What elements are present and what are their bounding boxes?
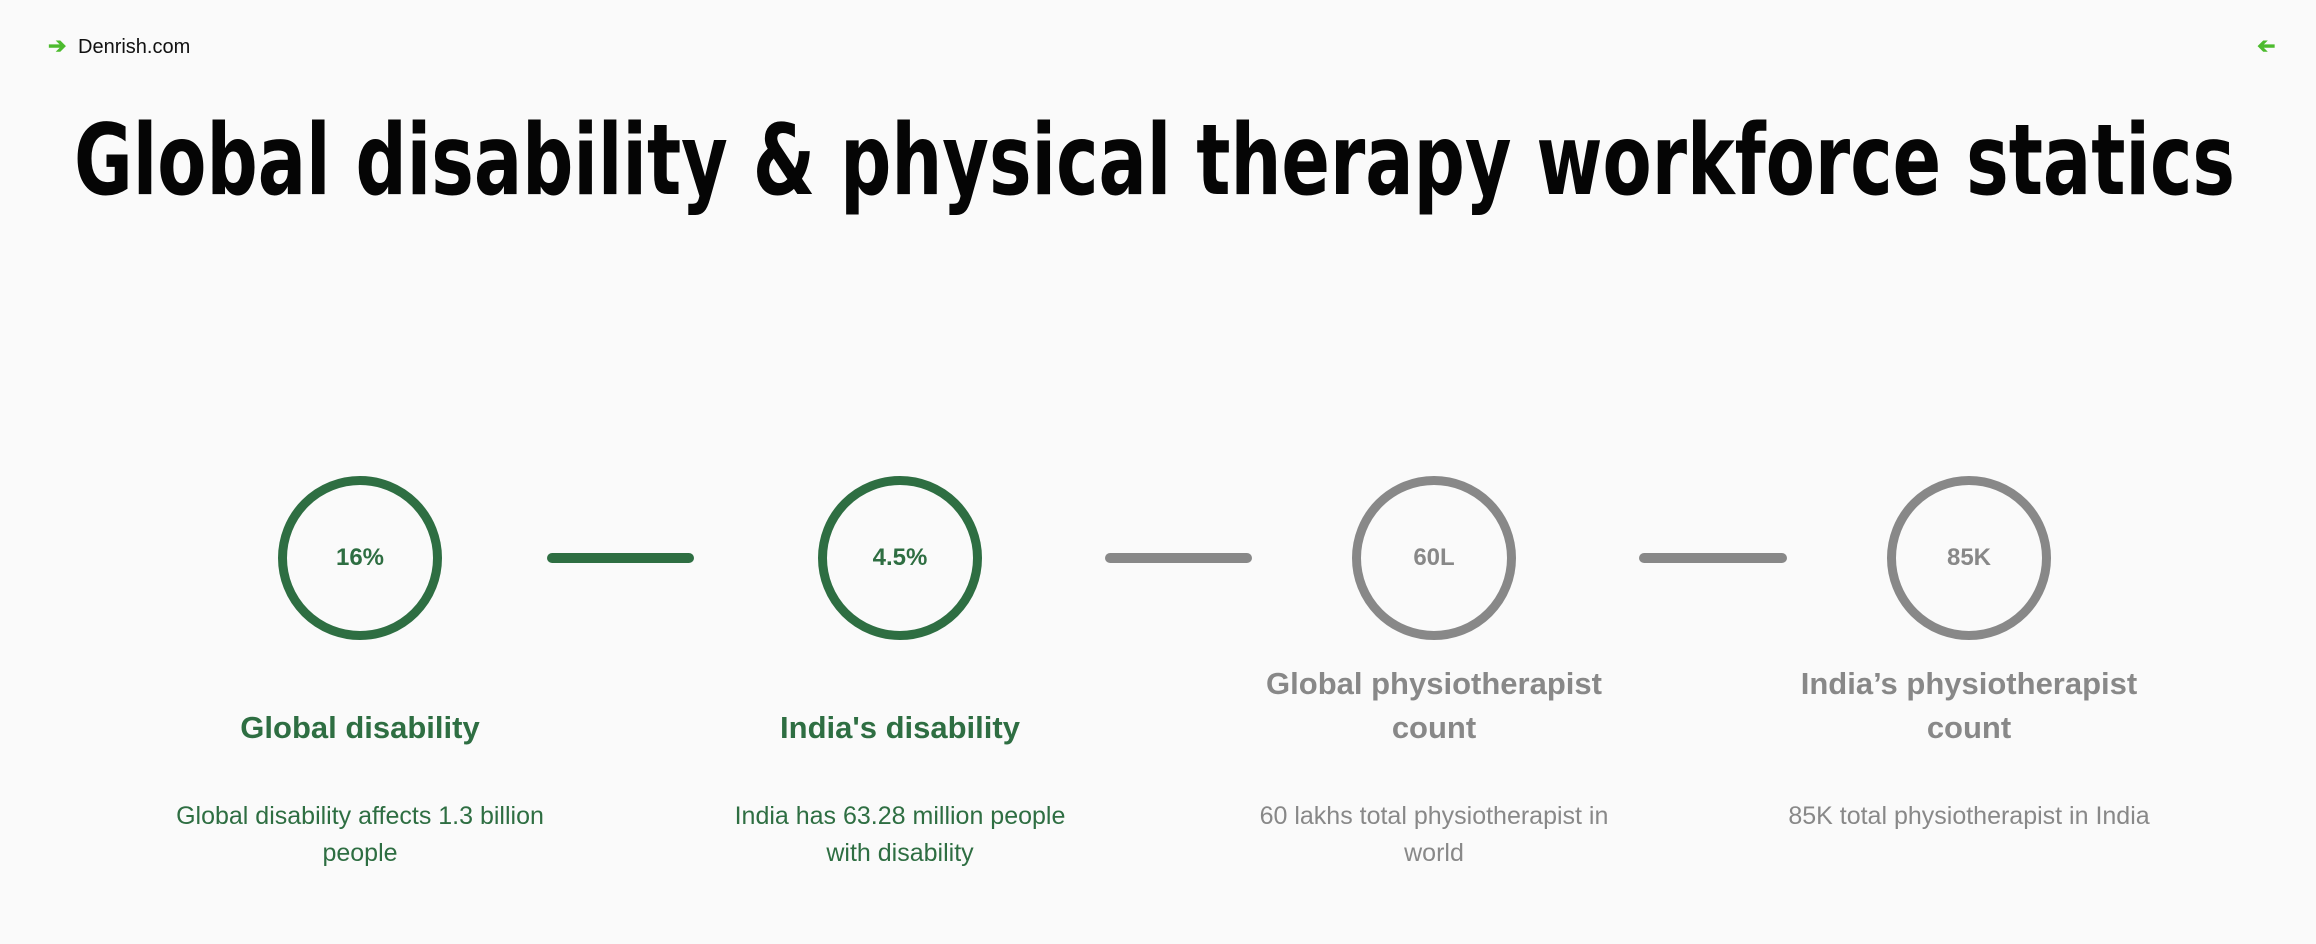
description-line: 85K total physiotherapist in India [1788,802,2150,830]
step-title: Global physiotherapist count [1174,662,1694,750]
connector [1639,553,1787,563]
step-description: 60 lakhs total physiotherapist in world [1174,798,1694,872]
title-line: India’s physiotherapist [1800,666,2138,701]
step-title: India’s physiotherapist count [1709,662,2229,750]
description-line: India has 63.28 million people [734,802,1066,830]
arrow-icon[interactable]: ➔ [2257,33,2276,58]
title-line: Global physiotherapist [1266,666,1602,701]
title-line: Global disability [240,710,480,745]
description-line: with disability [826,839,974,867]
description-line: 60 lakhs total physiotherapist in [1259,802,1609,830]
page-title: Global disability & physical therapy wor… [74,104,2235,218]
title-line: count [1391,710,1477,745]
title-line: count [1926,710,2012,745]
step-circle: 85K [1887,476,2051,640]
description-line: Global disability affects 1.3 billion [176,802,544,830]
step-description: 85K total physiotherapist in India [1709,798,2229,835]
step-title: Global disability [100,706,620,750]
step-title: India's disability [640,706,1160,750]
step-description: India has 63.28 million people with disab… [640,798,1160,872]
description-line: people [322,839,398,867]
title-area: Global disability & physical therapy wor… [74,104,2235,218]
step-description: Global disability affects 1.3 billion peo… [100,798,620,872]
connector [1105,553,1252,563]
connector [547,553,694,563]
title-line: India's disability [780,710,1020,745]
description-line: world [1404,839,1464,867]
step-circle: 60L [1352,476,1516,640]
step-circle: 16% [278,476,442,640]
step-circle: 4.5% [818,476,982,640]
arrow-icon[interactable]: ➔ [48,33,67,58]
brand[interactable]: Denrish.com [78,36,191,58]
